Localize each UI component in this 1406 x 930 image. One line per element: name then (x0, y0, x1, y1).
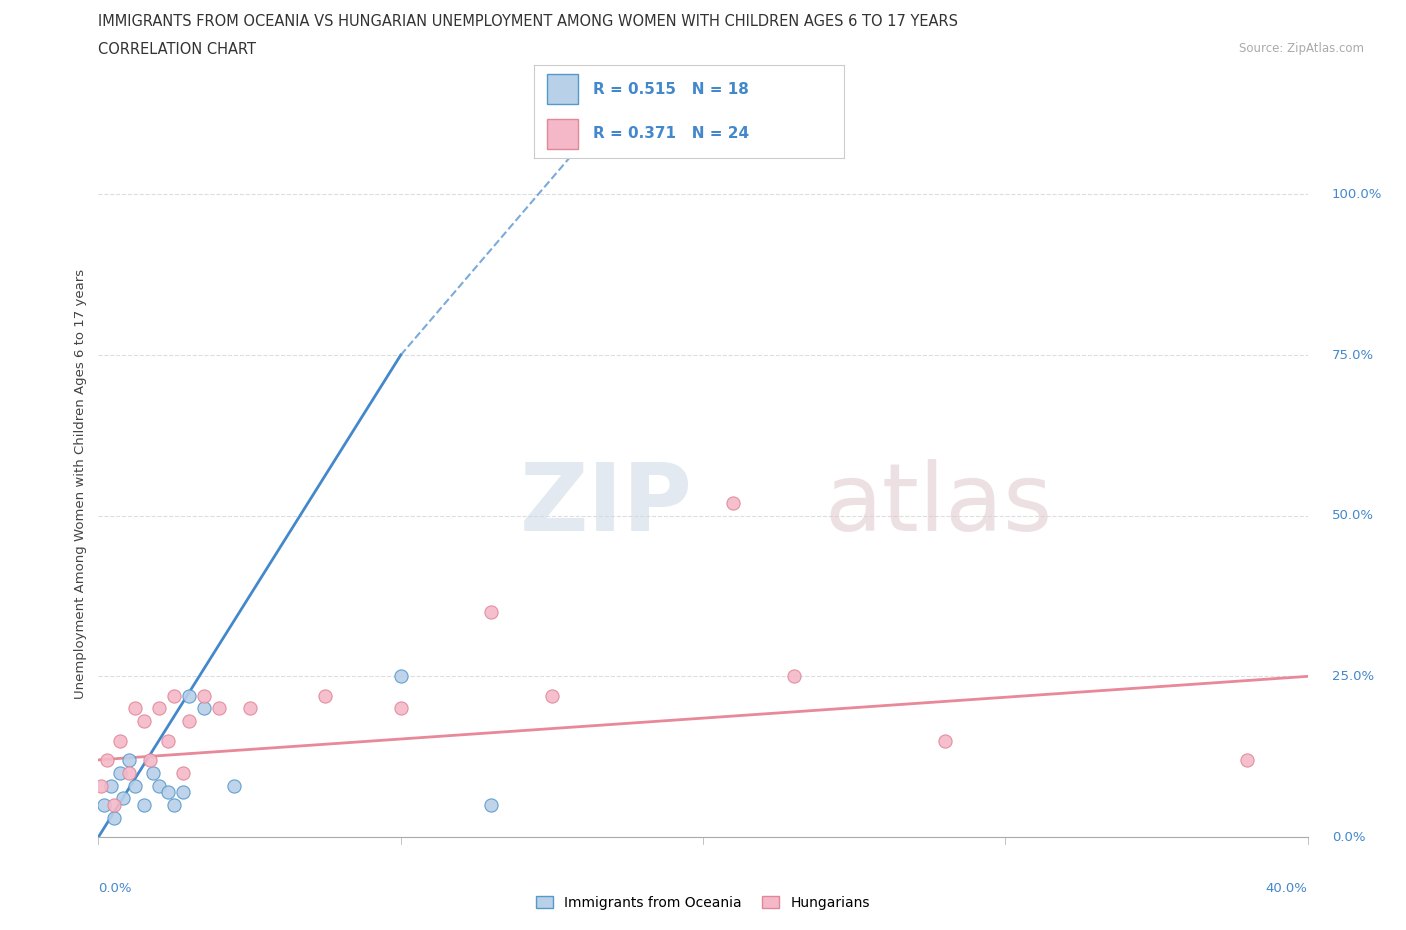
Point (193, 701, 215, 716)
Point (103, 797, 125, 812)
Point (163, 688, 186, 703)
Text: IMMIGRANTS FROM OCEANIA VS HUNGARIAN UNEMPLOYMENT AMONG WOMEN WITH CHILDREN AGES: IMMIGRANTS FROM OCEANIA VS HUNGARIAN UNE… (98, 14, 959, 29)
Point (142, 765, 165, 780)
Text: 25.0%: 25.0% (1331, 670, 1374, 683)
Point (108, 765, 131, 780)
Point (90, 778, 112, 793)
Point (179, 688, 201, 703)
Text: R = 0.515   N = 18: R = 0.515 N = 18 (593, 82, 749, 97)
Point (934, 733, 956, 748)
Text: 0.0%: 0.0% (1331, 830, 1365, 844)
Point (124, 701, 146, 716)
Text: 40.0%: 40.0% (1265, 882, 1308, 895)
Legend: Immigrants from Oceania, Hungarians: Immigrants from Oceania, Hungarians (531, 892, 875, 914)
Text: 100.0%: 100.0% (1331, 188, 1382, 201)
Point (139, 752, 162, 767)
Point (193, 688, 215, 703)
Point (389, 669, 412, 684)
Point (96, 752, 118, 767)
Point (163, 797, 186, 812)
Point (314, 688, 336, 703)
Point (103, 810, 125, 825)
Point (124, 778, 146, 793)
Point (132, 714, 155, 729)
Point (156, 733, 179, 748)
Point (108, 733, 131, 748)
Text: 0.0%: 0.0% (98, 882, 132, 895)
Point (782, 669, 804, 684)
Y-axis label: Unemployment Among Women with Children Ages 6 to 17 years: Unemployment Among Women with Children A… (75, 269, 87, 698)
Point (118, 752, 141, 767)
Point (481, 604, 503, 619)
Text: ZIP: ZIP (520, 458, 693, 551)
Point (389, 701, 412, 716)
Point (148, 778, 170, 793)
Text: atlas: atlas (824, 458, 1052, 551)
Point (156, 785, 179, 800)
Text: 75.0%: 75.0% (1331, 349, 1374, 362)
Text: R = 0.371   N = 24: R = 0.371 N = 24 (593, 126, 749, 141)
Point (179, 714, 201, 729)
Text: Source: ZipAtlas.com: Source: ZipAtlas.com (1239, 42, 1364, 55)
Text: CORRELATION CHART: CORRELATION CHART (98, 42, 256, 57)
Point (224, 778, 246, 793)
Text: 50.0%: 50.0% (1331, 510, 1374, 523)
Point (132, 797, 155, 812)
Point (93, 797, 115, 812)
Point (481, 797, 503, 812)
Point (111, 791, 134, 806)
Point (1236, 752, 1258, 767)
Point (148, 701, 170, 716)
Bar (547, 74, 578, 104)
Point (208, 701, 231, 716)
Bar (547, 119, 578, 149)
Point (100, 778, 122, 793)
Point (239, 701, 262, 716)
Point (723, 496, 745, 511)
Point (540, 688, 562, 703)
Point (118, 765, 141, 780)
Point (172, 765, 194, 780)
Point (172, 785, 194, 800)
